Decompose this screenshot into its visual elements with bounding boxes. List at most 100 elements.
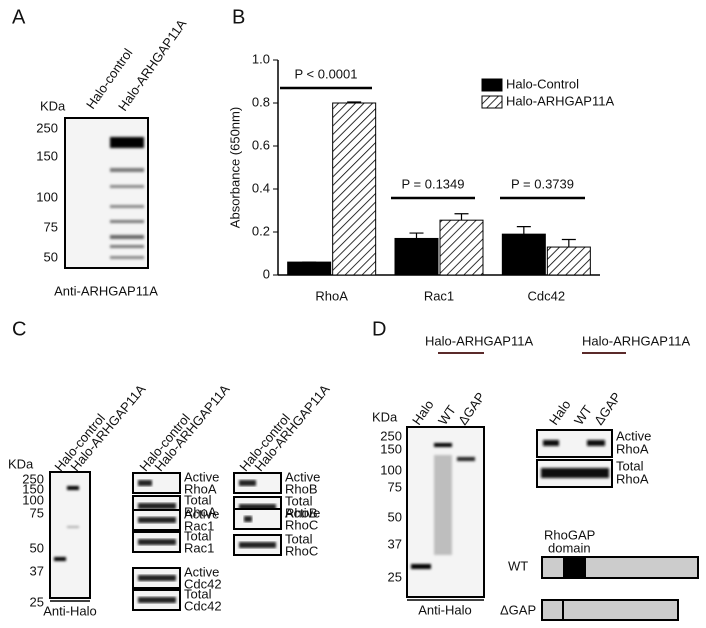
band: [138, 503, 176, 509]
annotation: P = 0.3739: [511, 176, 574, 191]
size-marker: 75: [30, 505, 44, 520]
y-tick-label: 0.8: [252, 94, 270, 109]
bar: [287, 261, 332, 276]
lane-label: WT: [571, 402, 595, 427]
size-unit: KDa: [372, 409, 398, 424]
band: [239, 504, 276, 510]
panel-d: D Halo-ARHGAP11A Halo WT ΔGAP KDa 250 15…: [372, 318, 699, 621]
bands: [54, 486, 79, 561]
bar: [439, 219, 484, 276]
bar: [332, 102, 377, 276]
size-marker: 150: [22, 481, 44, 496]
blot-label: Total: [184, 528, 212, 543]
band: [244, 516, 252, 522]
band: [138, 539, 176, 545]
legend-label: Halo-Control: [506, 76, 579, 91]
panel-b: B 0 0.2 0.4 0.6 0.8 1.0 Absorbance (650nm) RhoA…: [227, 6, 614, 303]
blot-label: Active: [184, 506, 219, 521]
band: [138, 480, 152, 486]
error-bar: [561, 238, 576, 248]
size-marker: 150: [36, 148, 58, 163]
bar: [394, 237, 439, 276]
legend-swatch: [481, 95, 503, 109]
blot: [49, 471, 91, 599]
panel-label: B: [232, 6, 245, 28]
blot-label: RhoC: [285, 543, 318, 558]
band: [239, 480, 256, 486]
antibody: Anti-Halo: [43, 603, 96, 618]
blot-label: RhoC: [285, 517, 318, 532]
blot-label: Active: [285, 505, 320, 520]
y-tick-label: 1.0: [252, 51, 270, 66]
blot: [233, 508, 282, 530]
error-bar: [454, 213, 469, 221]
band: [138, 597, 176, 603]
x-tick-label: Rac1: [424, 288, 454, 303]
size-marker: 50: [30, 540, 44, 555]
size-marker: 75: [44, 219, 58, 234]
construct-label: WT: [508, 558, 528, 573]
panel-label: D: [372, 318, 386, 340]
blot-label: Rac1: [184, 518, 214, 533]
blot-label: RhoB: [285, 481, 318, 496]
lane-label: ΔGAP: [455, 389, 488, 427]
error-bar: [347, 101, 362, 103]
blot-label: RhoA: [616, 471, 649, 486]
lane-label: Halo: [409, 397, 437, 428]
blot-label: Active: [285, 469, 320, 484]
error-bar: [409, 232, 424, 239]
panel-label: C: [12, 318, 26, 340]
size-unit: KDa: [40, 98, 66, 113]
size-marker: 25: [388, 569, 402, 584]
band: [138, 575, 176, 581]
antibody: Anti-ARHGAP11A: [54, 283, 158, 298]
legend-label: Halo-ARHGAP11A: [506, 93, 614, 108]
lane-label: WT: [435, 402, 459, 427]
size-marker: 50: [388, 509, 402, 524]
y-tick-label: 0.2: [252, 223, 270, 238]
size-marker: 250: [22, 471, 44, 486]
construct-bar: [541, 599, 679, 621]
size-marker: 75: [388, 479, 402, 494]
x-tick-label: RhoA: [315, 288, 348, 303]
size-marker: 250: [380, 428, 402, 443]
panel-c: C Halo-control Halo-ARHGAP11A KDa 250 15…: [8, 318, 333, 618]
blot-label: Cdc42: [184, 598, 222, 613]
construct-title: Halo-ARHGAP11A: [425, 333, 533, 348]
blot-label: RhoA: [616, 441, 649, 456]
antibody: Anti-Halo: [418, 602, 471, 617]
bands: [411, 443, 475, 569]
blot-label: RhoB: [285, 505, 318, 520]
y-tick-label: 0.6: [252, 137, 270, 152]
blot-label: Cdc42: [184, 576, 222, 591]
construct-title: Halo-ARHGAP11A: [582, 333, 690, 348]
size-marker: 100: [36, 189, 58, 204]
size-marker: 25: [30, 594, 44, 609]
size-marker: 50: [44, 249, 58, 264]
blot-label: Total: [285, 493, 313, 508]
blot-label: Total: [184, 586, 212, 601]
blot-label: Rac1: [184, 540, 214, 555]
size-marker: 250: [36, 120, 58, 135]
blot-label: Active: [184, 469, 219, 484]
blot-label: Active: [616, 428, 651, 443]
lane-label: Halo: [546, 397, 574, 428]
bands: [541, 440, 609, 478]
size-marker: 100: [380, 462, 402, 477]
gap-domain: [563, 557, 586, 578]
size-unit: KDa: [8, 456, 34, 471]
annotation: P = 0.1349: [401, 176, 464, 191]
blot-label: Total: [616, 458, 644, 473]
size-marker: 150: [380, 441, 402, 456]
panel-label: A: [12, 6, 26, 28]
bar: [501, 233, 546, 276]
size-marker: 37: [30, 563, 44, 578]
construct-label: ΔGAP: [500, 602, 536, 617]
domain-label: RhoGAP: [544, 527, 595, 542]
blot-label: Total: [184, 492, 212, 507]
lane-label: Halo-ARHGAP11A: [67, 381, 148, 474]
legend-swatch: [481, 78, 503, 92]
size-marker: 100: [22, 492, 44, 507]
blot-label: Active: [184, 564, 219, 579]
